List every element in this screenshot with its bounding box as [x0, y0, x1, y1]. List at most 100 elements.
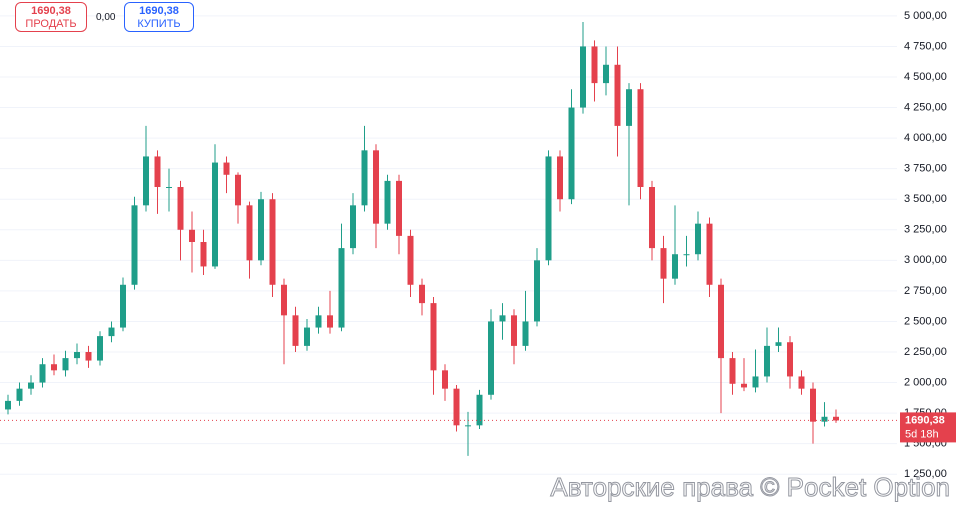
- candle-body: [706, 223, 713, 285]
- y-tick-label: 4 000,00: [904, 132, 947, 144]
- candle-body: [764, 345, 770, 377]
- candle-body: [522, 321, 529, 346]
- candle-body: [166, 187, 172, 188]
- candle-body: [453, 388, 460, 426]
- candle-body: [212, 162, 218, 267]
- candle-body: [488, 321, 494, 395]
- candle-body: [384, 180, 391, 224]
- candle-body: [177, 187, 184, 230]
- candle-body: [131, 205, 138, 285]
- candle-body: [626, 89, 632, 126]
- candle-body: [16, 388, 23, 401]
- buy-price: 1690,38: [139, 5, 179, 17]
- candle-body: [821, 416, 828, 422]
- candle-body: [51, 364, 57, 371]
- candle-body: [338, 248, 345, 328]
- candle-body: [396, 180, 402, 236]
- candle-body: [120, 284, 126, 328]
- candle-body: [729, 358, 736, 384]
- candle-body: [154, 156, 161, 187]
- candle-body: [465, 425, 471, 427]
- last-price-box: [900, 412, 956, 443]
- candle-body: [269, 199, 276, 285]
- y-tick-label: 3 250,00: [904, 224, 947, 236]
- candle-body: [741, 383, 747, 388]
- candle-body: [511, 315, 517, 346]
- candle-body: [833, 416, 839, 421]
- candle-body: [108, 327, 115, 337]
- candle-body: [5, 400, 11, 410]
- y-tick-label: 3 000,00: [904, 254, 947, 266]
- buy-button[interactable]: 1690,38 КУПИТЬ: [124, 2, 194, 32]
- y-tick-label: 1 250,00: [904, 468, 947, 480]
- candle-body: [350, 205, 356, 249]
- candle-body: [223, 162, 230, 175]
- countdown: 5d 18h: [905, 428, 939, 440]
- y-tick-label: 2 000,00: [904, 376, 947, 388]
- sell-price: 1690,38: [31, 5, 71, 17]
- candle-body: [62, 358, 69, 371]
- candle-body: [787, 342, 793, 377]
- candle-body: [258, 199, 264, 261]
- candle-body: [39, 364, 46, 383]
- candle-body: [74, 352, 80, 359]
- candle-body: [649, 187, 655, 249]
- candle-body: [430, 303, 437, 371]
- candle-body: [97, 336, 103, 361]
- candle-body: [637, 89, 644, 187]
- y-tick-label: 4 250,00: [904, 101, 947, 113]
- candle-body: [718, 284, 724, 359]
- watermark: Авторские права © Pocket Option: [550, 472, 950, 502]
- candle-body: [499, 315, 506, 322]
- y-tick-label: 3 750,00: [904, 163, 947, 175]
- spread: 0,00: [96, 12, 116, 23]
- sell-button[interactable]: 1690,38 ПРОДАТЬ: [15, 2, 87, 32]
- candle-body: [28, 382, 34, 389]
- candle-body: [775, 342, 782, 346]
- candle-body: [246, 205, 253, 261]
- candle-body: [361, 150, 368, 206]
- candle-body: [810, 388, 816, 422]
- candle-body: [281, 284, 287, 316]
- candle-body: [591, 46, 598, 84]
- y-tick-label: 2 500,00: [904, 315, 947, 327]
- candle-body: [189, 229, 195, 242]
- sell-label: ПРОДАТЬ: [25, 18, 77, 30]
- candle-body: [568, 107, 575, 200]
- candle-body: [534, 260, 540, 322]
- candle-body: [752, 376, 759, 388]
- candle-body: [419, 284, 425, 304]
- candle-body: [315, 315, 322, 328]
- candle-body: [143, 156, 149, 206]
- candle-body: [442, 370, 448, 389]
- candle-body: [304, 327, 310, 346]
- y-tick-label: 2 250,00: [904, 346, 947, 358]
- y-tick-label: 3 500,00: [904, 193, 947, 205]
- candle-body: [407, 235, 414, 285]
- candle-body: [683, 254, 690, 256]
- last-price-label: 1690,38: [905, 414, 945, 426]
- y-tick-label: 4 500,00: [904, 71, 947, 83]
- candle-body: [476, 394, 483, 426]
- buy-label: КУПИТЬ: [137, 18, 181, 30]
- candle-body: [660, 248, 667, 279]
- candle-body: [798, 376, 805, 389]
- candle-body: [580, 46, 586, 108]
- candle-body: [235, 174, 241, 206]
- candle-body: [545, 156, 552, 261]
- candle-body: [85, 352, 92, 361]
- candle-body: [603, 64, 609, 84]
- y-tick-label: 4 750,00: [904, 40, 947, 52]
- candle-body: [557, 156, 563, 200]
- candle-body: [614, 64, 621, 126]
- y-tick-label: 5 000,00: [904, 10, 947, 22]
- candle-body: [292, 315, 299, 346]
- candle-body: [373, 150, 379, 224]
- candle-body: [200, 242, 207, 267]
- candle-body: [672, 254, 678, 279]
- y-tick-label: 2 750,00: [904, 285, 947, 297]
- candle-body: [695, 223, 701, 255]
- candle-body: [327, 315, 333, 328]
